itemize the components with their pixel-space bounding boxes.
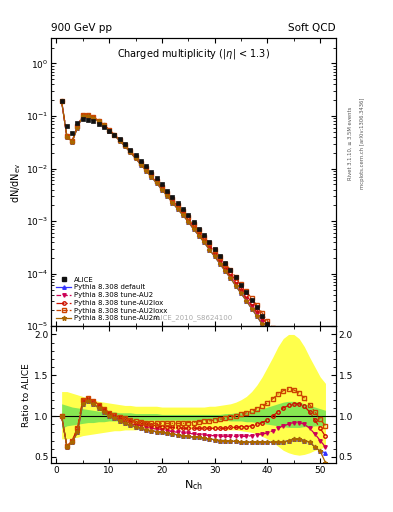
ALICE [233, 274, 238, 281]
Pythia 8.308 tune-AU2 [59, 98, 64, 104]
Pythia 8.308 tune-AU2m [318, 420, 323, 426]
Text: 900 GeV pp: 900 GeV pp [51, 23, 112, 33]
Pythia 8.308 tune-AU2m [138, 162, 143, 168]
Pythia 8.308 tune-AU2loxx [318, 409, 323, 415]
Pythia 8.308 tune-AU2 [318, 416, 323, 422]
Pythia 8.308 tune-AU2 [138, 161, 143, 167]
Pythia 8.308 tune-AU2loxx [249, 295, 254, 302]
Pythia 8.308 tune-AU2 [144, 167, 149, 173]
Pythia 8.308 tune-AU2lox [118, 137, 122, 143]
Line: Pythia 8.308 tune-AU2: Pythia 8.308 tune-AU2 [60, 100, 327, 435]
Pythia 8.308 tune-AU2m [323, 438, 328, 444]
Pythia 8.308 tune-AU2 [323, 430, 328, 436]
Line: Pythia 8.308 tune-AU2m: Pythia 8.308 tune-AU2m [59, 99, 328, 444]
ALICE [323, 419, 328, 425]
Pythia 8.308 tune-AU2lox [233, 278, 238, 284]
Pythia 8.308 tune-AU2loxx [323, 422, 328, 428]
Text: Rivet 3.1.10, ≥ 3.5M events: Rivet 3.1.10, ≥ 3.5M events [348, 106, 353, 180]
Text: ALICE_2010_S8624100: ALICE_2010_S8624100 [153, 314, 234, 321]
Pythia 8.308 default [323, 433, 328, 439]
ALICE [318, 408, 323, 414]
Text: Charged multiplicity ($|\eta|$ < 1.3): Charged multiplicity ($|\eta|$ < 1.3) [117, 47, 270, 61]
Text: Soft QCD: Soft QCD [288, 23, 336, 33]
X-axis label: N$_\mathsf{ch}$: N$_\mathsf{ch}$ [184, 478, 203, 492]
Pythia 8.308 tune-AU2m [144, 167, 149, 174]
Pythia 8.308 tune-AU2 [118, 137, 122, 143]
Line: Pythia 8.308 tune-AU2loxx: Pythia 8.308 tune-AU2loxx [60, 100, 327, 427]
Pythia 8.308 default [59, 98, 64, 104]
Line: Pythia 8.308 default: Pythia 8.308 default [60, 100, 327, 438]
Line: Pythia 8.308 tune-AU2lox: Pythia 8.308 tune-AU2lox [60, 100, 327, 431]
Y-axis label: Ratio to ALICE: Ratio to ALICE [22, 363, 31, 426]
Legend: ALICE, Pythia 8.308 default, Pythia 8.308 tune-AU2, Pythia 8.308 tune-AU2lox, Py: ALICE, Pythia 8.308 default, Pythia 8.30… [55, 275, 169, 323]
Pythia 8.308 tune-AU2lox [249, 300, 254, 306]
Pythia 8.308 tune-AU2loxx [138, 160, 143, 166]
Pythia 8.308 tune-AU2lox [144, 166, 149, 172]
Pythia 8.308 tune-AU2m [249, 306, 254, 312]
Pythia 8.308 default [233, 283, 238, 289]
Pythia 8.308 default [318, 420, 323, 426]
Pythia 8.308 tune-AU2loxx [144, 165, 149, 172]
Pythia 8.308 tune-AU2loxx [59, 98, 64, 104]
ALICE [249, 296, 254, 303]
Pythia 8.308 tune-AU2loxx [233, 274, 238, 281]
Pythia 8.308 tune-AU2lox [318, 411, 323, 417]
Line: ALICE: ALICE [59, 99, 328, 424]
Pythia 8.308 tune-AU2m [59, 98, 64, 104]
ALICE [144, 163, 149, 169]
Y-axis label: dN/dN$_\mathsf{ev}$: dN/dN$_\mathsf{ev}$ [9, 162, 23, 203]
Pythia 8.308 tune-AU2m [233, 283, 238, 289]
Pythia 8.308 default [118, 138, 122, 144]
Text: mcplots.cern.ch [arXiv:1306.3436]: mcplots.cern.ch [arXiv:1306.3436] [360, 98, 365, 189]
Pythia 8.308 tune-AU2m [118, 138, 122, 144]
Pythia 8.308 tune-AU2 [249, 303, 254, 309]
Pythia 8.308 tune-AU2lox [323, 425, 328, 432]
ALICE [59, 98, 64, 104]
Pythia 8.308 tune-AU2lox [59, 98, 64, 104]
ALICE [138, 158, 143, 164]
ALICE [118, 136, 122, 142]
Pythia 8.308 default [144, 167, 149, 174]
Pythia 8.308 default [138, 162, 143, 168]
Pythia 8.308 tune-AU2lox [138, 160, 143, 166]
Pythia 8.308 tune-AU2loxx [118, 137, 122, 143]
Pythia 8.308 tune-AU2 [233, 281, 238, 287]
Pythia 8.308 default [249, 306, 254, 312]
